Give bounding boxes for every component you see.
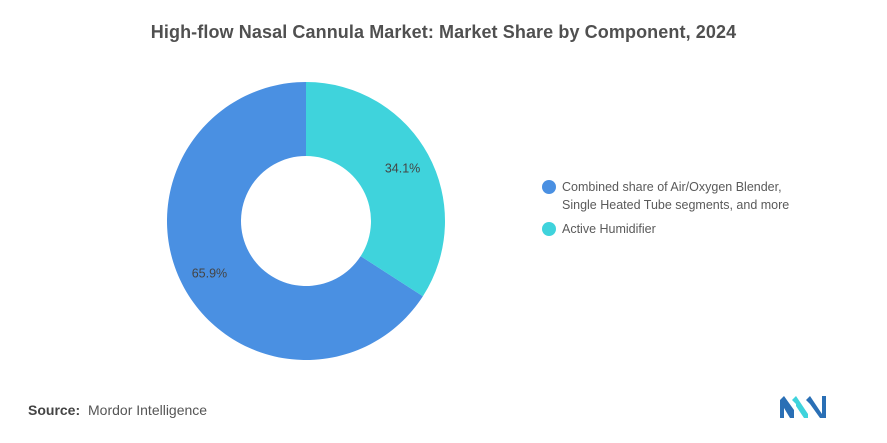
source-note: Source: Mordor Intelligence: [28, 402, 207, 418]
mordor-intelligence-logo: [780, 396, 826, 418]
legend-swatch-combined: [542, 180, 556, 194]
donut-slice-active-humidifier[interactable]: [306, 82, 445, 297]
slice-label-combined: 65.9%: [192, 267, 227, 281]
logo-mark-middle: [792, 396, 808, 418]
source-text: Mordor Intelligence: [88, 402, 208, 418]
legend-label-combined-line1: Combined share of Air/Oxygen Blender,: [562, 180, 782, 194]
legend-item-combined[interactable]: Combined share of Air/Oxygen Blender, Si…: [542, 178, 842, 214]
legend-item-active-humidifier[interactable]: Active Humidifier: [542, 220, 842, 238]
legend-label-combined-line2: Single Heated Tube segments, and more: [562, 198, 790, 212]
chart-title: High-flow Nasal Cannula Market: Market S…: [150, 22, 737, 42]
chart-legend: Combined share of Air/Oxygen Blender, Si…: [542, 178, 842, 244]
donut-slice-combined[interactable]: [166, 82, 423, 361]
source-label: Source:: [28, 402, 81, 418]
legend-swatch-active-humidifier: [542, 222, 556, 236]
legend-label-active-humidifier: Active Humidifier: [562, 222, 656, 236]
slice-label-active-humidifier: 34.1%: [385, 161, 420, 175]
logo-mark-right: [806, 396, 826, 418]
logo-mark-left: [780, 396, 794, 418]
